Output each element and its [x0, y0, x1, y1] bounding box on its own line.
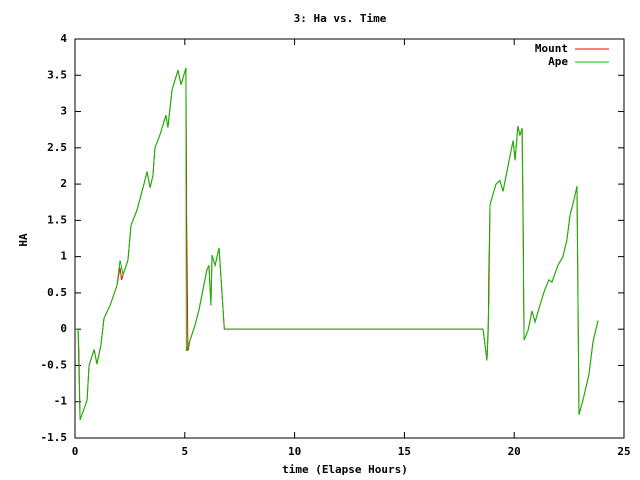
y-tick-label: 2.5 — [47, 141, 67, 154]
series-line — [75, 67, 599, 421]
plot-border — [74, 38, 625, 439]
x-tick-label: 15 — [398, 445, 411, 458]
y-tick-label: -0.5 — [41, 358, 68, 371]
y-tick-label: 1.5 — [47, 213, 67, 226]
y-tick-label: 0.5 — [47, 286, 67, 299]
y-tick-label: 4 — [60, 32, 67, 45]
y-tick-label: -1.5 — [41, 431, 68, 444]
x-tick-label: 5 — [181, 445, 188, 458]
y-tick-label: 2 — [60, 177, 67, 190]
y-tick-label: -1 — [54, 395, 68, 408]
x-tick-label: 0 — [72, 445, 79, 458]
y-tick-label: 0 — [60, 322, 67, 335]
x-tick-label: 10 — [288, 445, 301, 458]
x-tick-label: 20 — [508, 445, 521, 458]
x-axis-label: time (Elapse Hours) — [282, 463, 408, 476]
y-tick-label: 3.5 — [47, 68, 67, 81]
chart-title: 3: Ha vs. Time — [294, 12, 387, 25]
y-tick-label: 1 — [60, 250, 67, 263]
series-line — [75, 67, 599, 421]
y-axis-label: HA — [17, 233, 30, 247]
legend-label: Ape — [548, 55, 568, 68]
y-tick-label: 3 — [60, 105, 67, 118]
x-tick-label: 25 — [617, 445, 630, 458]
legend-label: Mount — [535, 42, 568, 55]
